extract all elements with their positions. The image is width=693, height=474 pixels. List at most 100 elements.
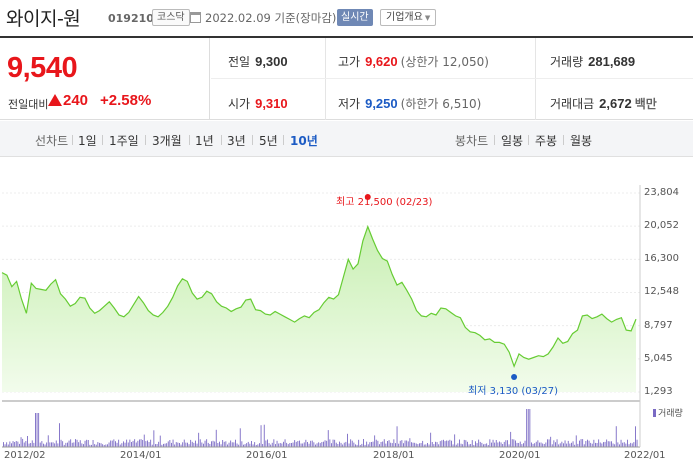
- price-area: [2, 226, 636, 392]
- realtime-button[interactable]: 실시간: [337, 9, 373, 26]
- market-badge: 코스닥: [152, 9, 190, 26]
- volume-bar: [505, 440, 507, 447]
- stat-value: 9,620: [365, 54, 398, 69]
- volume-bar: [467, 441, 468, 447]
- period-1w[interactable]: 1주일: [109, 134, 139, 148]
- volume-bar: [132, 440, 134, 447]
- volume-bar: [524, 440, 526, 447]
- volume-bar: [543, 444, 545, 447]
- volume-bar: [28, 443, 30, 447]
- price-summary: 9,540 전일대비 240 +2.58% 전일 9,300 고가 9,620 (상한…: [0, 36, 693, 120]
- volume-bar: [137, 440, 139, 447]
- calendar-icon: [190, 12, 201, 23]
- volume-bar: [521, 444, 523, 447]
- volume-bar: [150, 439, 152, 447]
- volume-bar: [321, 442, 323, 447]
- volume-bar: [343, 442, 345, 447]
- volume-bar: [113, 439, 115, 447]
- change-value: 240: [63, 92, 89, 109]
- volume-bar: [310, 440, 312, 447]
- volume-bar: [311, 440, 313, 447]
- volume-bar: [339, 441, 340, 447]
- volume-bar: [487, 445, 489, 447]
- volume-bar: [598, 439, 600, 447]
- volume-bar: [38, 413, 40, 447]
- volume-bar: [507, 440, 508, 447]
- upper-limit: (상한가 12,050): [400, 55, 489, 69]
- volume-bar: [59, 423, 60, 447]
- volume-bar: [551, 444, 553, 447]
- volume-bar: [537, 440, 539, 447]
- volume-bar: [51, 442, 52, 447]
- divider: [325, 38, 326, 120]
- volume-bar: [126, 439, 128, 447]
- period-1d[interactable]: 1일: [78, 134, 97, 148]
- volume-bar: [500, 442, 502, 447]
- volume-bar: [391, 443, 393, 447]
- volume-bar: [193, 442, 195, 447]
- volume-bar: [515, 440, 516, 447]
- volume-bar: [14, 442, 16, 447]
- period-3y[interactable]: 3년: [227, 134, 246, 148]
- volume-bar: [351, 440, 353, 447]
- volume-bar: [15, 441, 17, 447]
- volume-bar: [46, 442, 48, 447]
- volume-bar: [315, 444, 316, 447]
- period-bar: 선차트 1일 1주일 3개월 1년 3년 5년 10년 봉차트 일봉 주봉 월봉: [0, 121, 693, 157]
- volume-bar: [23, 442, 25, 447]
- volume-bar: [111, 440, 113, 447]
- volume-bar: [550, 436, 552, 447]
- volume-bar: [164, 443, 166, 447]
- period-3m[interactable]: 3개월: [152, 134, 182, 148]
- volume-bar: [628, 444, 630, 447]
- volume-bar: [231, 442, 233, 447]
- period-5y[interactable]: 5년: [259, 134, 278, 148]
- volume-bar: [7, 444, 9, 447]
- volume-bar: [431, 442, 433, 447]
- candle-daily[interactable]: 일봉: [501, 134, 524, 148]
- volume-bar: [447, 440, 449, 447]
- volume-bar: [332, 439, 334, 447]
- divider: [283, 135, 284, 145]
- candle-weekly[interactable]: 주봉: [535, 134, 558, 148]
- volume-bar: [329, 439, 331, 447]
- volume-bar: [428, 444, 430, 447]
- price-chart[interactable]: 최고 21,500 (02/23) 최저 3,130 (03/27) 23,80…: [0, 157, 693, 474]
- volume-bar: [3, 442, 4, 447]
- stat-high: 고가 9,620 (상한가 12,050): [338, 53, 489, 70]
- volume-bar: [564, 440, 566, 447]
- volume-bar: [169, 440, 171, 447]
- volume-bar: [182, 442, 184, 447]
- volume-bar: [574, 444, 576, 447]
- volume-bar: [297, 441, 299, 447]
- period-1y[interactable]: 1년: [195, 134, 214, 148]
- volume-bar: [199, 439, 201, 447]
- volume-bar: [454, 434, 456, 447]
- volume-bar: [471, 440, 473, 447]
- volume-bar: [249, 443, 251, 447]
- period-10y[interactable]: 10년: [290, 134, 318, 148]
- volume-bar: [252, 444, 254, 447]
- volume-bar: [430, 432, 432, 447]
- volume-bar: [385, 443, 387, 447]
- volume-bar: [49, 442, 51, 447]
- volume-bar: [39, 442, 41, 447]
- volume-bar: [110, 440, 112, 447]
- candle-monthly[interactable]: 월봉: [570, 134, 593, 148]
- volume-bar: [151, 444, 153, 447]
- volume-bar: [19, 443, 20, 447]
- volume-bar: [433, 444, 435, 447]
- volume-bar: [492, 439, 494, 447]
- volume-bar: [531, 442, 532, 447]
- volume-bar: [145, 441, 147, 447]
- divider: [102, 135, 103, 145]
- volume-bar: [35, 413, 36, 447]
- volume-bar: [563, 443, 564, 447]
- x-tick-label: 2022/01: [624, 450, 666, 461]
- volume-bar: [198, 432, 200, 447]
- volume-bar: [73, 442, 75, 447]
- company-info-dropdown[interactable]: 기업개요 ▼: [380, 9, 437, 26]
- volume-bar: [27, 436, 28, 447]
- divider: [494, 135, 495, 145]
- volume-bar: [99, 442, 100, 447]
